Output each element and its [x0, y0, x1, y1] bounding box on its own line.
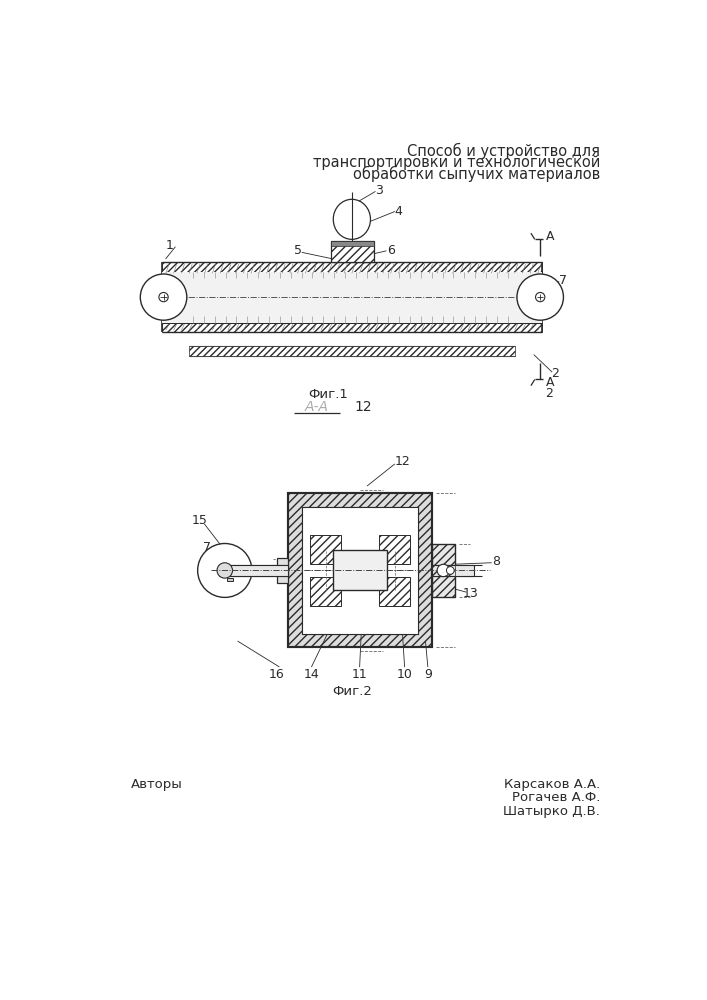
Text: 8: 8 [492, 555, 500, 568]
Text: 2: 2 [551, 367, 559, 380]
Text: 14: 14 [304, 668, 320, 681]
Bar [379, 577, 410, 606]
Bar [189, 346, 515, 356]
Text: 6: 6 [387, 244, 395, 257]
Bar [379, 535, 410, 564]
Text: 17: 17 [311, 512, 327, 525]
Circle shape [437, 564, 450, 577]
Text: Шатырко Д.В.: Шатырко Д.В. [503, 805, 600, 818]
Text: 16: 16 [269, 668, 285, 681]
Text: 2: 2 [546, 387, 554, 400]
Text: 12: 12 [355, 400, 373, 414]
Bar [162, 262, 542, 272]
Bar [331, 241, 373, 246]
Text: Карсаков А.А.: Карсаков А.А. [503, 778, 600, 791]
Text: транспортировки и технологической: транспортировки и технологической [312, 155, 600, 170]
Bar [288, 493, 432, 647]
Bar [432, 544, 455, 597]
Text: Рогачев А.Ф.: Рогачев А.Ф. [511, 791, 600, 804]
Text: 7: 7 [559, 274, 567, 287]
Text: А: А [546, 376, 554, 389]
Bar [310, 577, 341, 606]
Text: 7: 7 [203, 541, 211, 554]
Text: 15: 15 [192, 514, 207, 527]
Circle shape [140, 274, 187, 320]
Bar [432, 544, 455, 597]
Text: 1: 1 [166, 239, 174, 252]
Text: 9: 9 [424, 668, 432, 681]
Circle shape [446, 567, 454, 574]
Text: 3: 3 [375, 184, 383, 197]
Bar [310, 535, 341, 564]
Circle shape [198, 544, 252, 597]
Circle shape [535, 292, 545, 302]
Text: 5: 5 [293, 244, 302, 257]
Bar [303, 507, 418, 634]
Bar [288, 493, 432, 647]
Text: 13: 13 [462, 587, 479, 600]
Circle shape [517, 274, 563, 320]
Bar [432, 565, 474, 576]
Text: 10: 10 [397, 668, 412, 681]
Text: Способ и устройство для: Способ и устройство для [407, 143, 600, 159]
Text: А: А [546, 230, 554, 243]
Text: обработки сыпучих материалов: обработки сыпучих материалов [353, 166, 600, 182]
Text: Фиг.1: Фиг.1 [309, 388, 349, 401]
Ellipse shape [333, 199, 370, 239]
Bar [332, 550, 387, 590]
Circle shape [159, 292, 168, 302]
Text: Фиг.2: Фиг.2 [332, 685, 372, 698]
Bar [162, 272, 542, 323]
Text: 4: 4 [395, 205, 402, 218]
Bar [162, 323, 542, 332]
Text: 11: 11 [352, 668, 368, 681]
Circle shape [217, 563, 233, 578]
Text: А-А: А-А [305, 400, 329, 414]
Bar [277, 558, 288, 583]
Bar [331, 241, 373, 262]
Text: Авторы: Авторы [131, 778, 182, 791]
Text: 12: 12 [395, 455, 410, 468]
Bar [227, 578, 233, 581]
Bar [230, 565, 288, 576]
Bar [303, 507, 418, 634]
